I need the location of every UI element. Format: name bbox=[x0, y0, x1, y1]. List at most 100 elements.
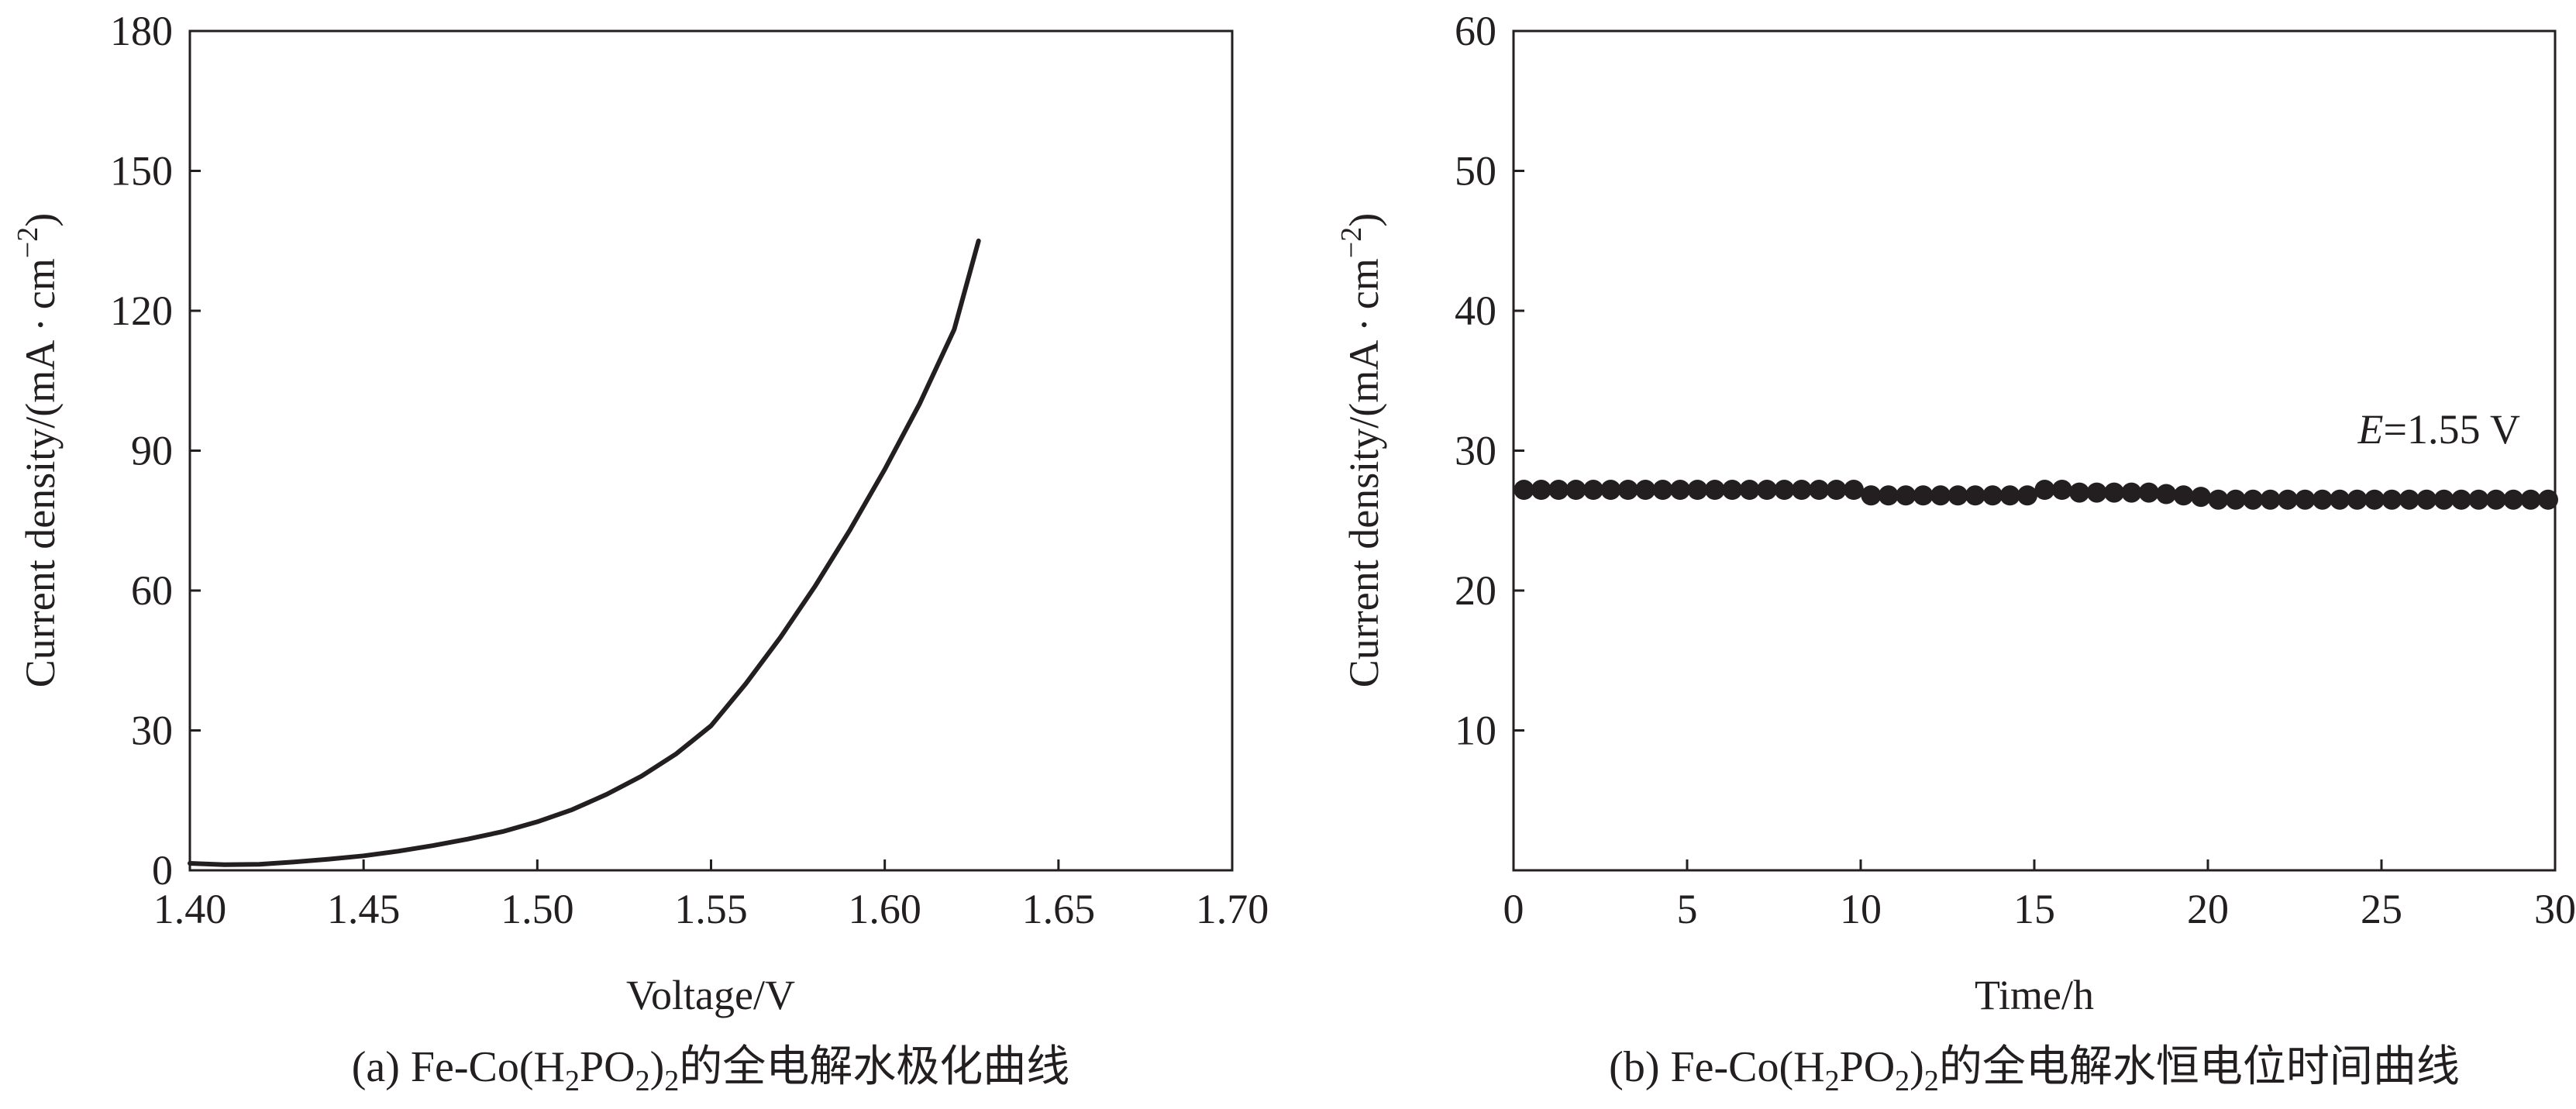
chart-a-caption-prefix: (a) Fe-Co(H bbox=[352, 1043, 565, 1091]
chart-b-data-point bbox=[1999, 485, 2020, 506]
chart-b-caption-sub1: 2 bbox=[1825, 1065, 1840, 1097]
chart-a-x-tick-label: 1.45 bbox=[327, 886, 401, 932]
chart-b-data-point bbox=[2312, 489, 2333, 510]
chart-a-series-line bbox=[188, 238, 981, 867]
chart-b: 10 20 30 40 50 60 0 5 10 15 20 25 30 E=1.55 V Time/… bbox=[1335, 8, 2576, 1097]
chart-b-data-point bbox=[2069, 482, 2090, 503]
chart-b-data-point bbox=[2156, 484, 2177, 505]
chart-a-y-tick-label: 150 bbox=[110, 148, 173, 195]
chart-b-data-point bbox=[2381, 489, 2402, 510]
chart-b-data-point bbox=[2104, 482, 2124, 503]
chart-b-data-point bbox=[2485, 489, 2506, 510]
chart-b-series bbox=[1514, 480, 2558, 510]
chart-b-data-point bbox=[1774, 480, 1795, 500]
chart-b-y-tick-label: 40 bbox=[1455, 288, 1496, 334]
chart-b-data-point bbox=[2208, 489, 2229, 510]
chart-b-data-point bbox=[2416, 489, 2437, 510]
chart-b-data-point bbox=[2121, 482, 2142, 503]
chart-b-data-point bbox=[2433, 489, 2454, 510]
chart-b-data-point bbox=[1791, 480, 1812, 500]
chart-a-y-tick-label: 60 bbox=[131, 567, 173, 614]
chart-a: 0 30 60 90 120 150 180 1.40 1.45 1.50 1.55 1.60 1.6… bbox=[12, 8, 1269, 1097]
chart-b-data-point bbox=[1826, 480, 1847, 500]
chart-a-caption-close: ) bbox=[650, 1043, 665, 1091]
chart-a-caption-sub1: 2 bbox=[565, 1065, 580, 1097]
chart-b-data-point bbox=[2364, 489, 2385, 510]
chart-b-data-point bbox=[1947, 485, 1968, 506]
chart-b-y-ticks: 10 20 30 40 50 60 bbox=[1455, 8, 1524, 754]
chart-b-data-point bbox=[2468, 489, 2489, 510]
chart-b-data-point bbox=[1652, 480, 1673, 500]
chart-b-x-tick-label: 0 bbox=[1503, 886, 1524, 932]
chart-b-data-point bbox=[1861, 485, 1882, 506]
chart-a-y-axis-title-sup: −2 bbox=[12, 227, 44, 258]
chart-b-data-point bbox=[1687, 480, 1708, 500]
chart-b-x-tick-label: 5 bbox=[1677, 886, 1698, 932]
chart-b-data-point bbox=[2503, 489, 2524, 510]
chart-b-data-point bbox=[1548, 480, 1569, 500]
chart-b-data-point bbox=[1844, 480, 1864, 500]
chart-b-data-point bbox=[2295, 489, 2316, 510]
chart-b-data-point bbox=[2330, 489, 2350, 510]
chart-a-series bbox=[188, 238, 981, 867]
chart-b-data-point bbox=[1757, 480, 1777, 500]
chart-a-y-axis-title-main: Current density/(mA · cm bbox=[17, 258, 64, 687]
chart-b-data-point bbox=[1809, 480, 1830, 500]
chart-b-data-point bbox=[2399, 489, 2419, 510]
chart-b-x-tick-label: 25 bbox=[2361, 886, 2402, 932]
chart-b-data-point bbox=[1635, 480, 1656, 500]
chart-a-caption-sub2: 2 bbox=[635, 1065, 650, 1097]
chart-a-x-tick-label: 1.65 bbox=[1022, 886, 1096, 932]
chart-a-x-tick-label: 1.40 bbox=[153, 886, 227, 932]
chart-b-data-point bbox=[2225, 489, 2246, 510]
chart-b-caption-prefix: (b) Fe-Co(H bbox=[1609, 1043, 1824, 1091]
chart-b-y-axis-title-end: ) bbox=[1341, 213, 1387, 227]
chart-b-x-tick-label: 15 bbox=[2013, 886, 2055, 932]
chart-b-data-point bbox=[1878, 485, 1899, 506]
chart-b-caption-close: ) bbox=[1910, 1043, 1924, 1091]
chart-b-data-point bbox=[1514, 480, 1534, 500]
chart-b-caption-sub2: 2 bbox=[1895, 1065, 1910, 1097]
chart-b-data-point bbox=[2086, 482, 2107, 503]
chart-b-data-point bbox=[2191, 487, 2211, 508]
chart-b-caption-mid: PO bbox=[1840, 1043, 1896, 1091]
chart-b-caption-sub3: 2 bbox=[1924, 1065, 1939, 1097]
chart-b-data-point bbox=[1670, 480, 1690, 500]
chart-b-data-point bbox=[1565, 480, 1586, 500]
chart-b-y-tick-label: 20 bbox=[1455, 567, 1496, 614]
chart-b-data-point bbox=[2173, 485, 2194, 506]
chart-a-y-tick-label: 90 bbox=[131, 428, 173, 474]
chart-a-y-axis-title: Current density/(mA · cm−2) bbox=[12, 213, 64, 687]
chart-b-data-point bbox=[2138, 482, 2159, 503]
chart-b-y-axis-title-main: Current density/(mA · cm bbox=[1341, 258, 1387, 687]
chart-b-data-point bbox=[2347, 489, 2368, 510]
chart-a-caption-suffix: 的全电解水极化曲线 bbox=[679, 1043, 1069, 1091]
chart-a-x-tick-label: 1.70 bbox=[1196, 886, 1269, 932]
chart-b-data-point bbox=[1600, 480, 1621, 500]
chart-b-data-point bbox=[2034, 480, 2055, 500]
chart-b-y-axis-title-sup: −2 bbox=[1335, 227, 1368, 258]
chart-a-x-tick-label: 1.50 bbox=[501, 886, 574, 932]
chart-a-y-tick-label: 30 bbox=[131, 708, 173, 754]
chart-b-data-point bbox=[1896, 485, 1917, 506]
chart-a-x-ticks: 1.40 1.45 1.50 1.55 1.60 1.65 1.70 bbox=[153, 859, 1269, 932]
chart-a-y-tick-label: 180 bbox=[110, 8, 173, 54]
chart-a-y-ticks: 0 30 60 90 120 150 180 bbox=[110, 8, 201, 894]
chart-b-data-point bbox=[1930, 485, 1951, 506]
chart-b-data-point bbox=[1531, 480, 1551, 500]
chart-b-data-point bbox=[1617, 480, 1638, 500]
chart-b-data-point bbox=[2051, 480, 2072, 500]
chart-b-data-point bbox=[2451, 489, 2471, 510]
chart-b-annotation-value: =1.55 V bbox=[2384, 406, 2520, 453]
chart-b-annotation: E=1.55 V bbox=[2357, 406, 2520, 453]
chart-b-x-tick-label: 10 bbox=[1840, 886, 1882, 932]
chart-b-data-point bbox=[1722, 480, 1743, 500]
chart-a-x-axis-title: Voltage/V bbox=[626, 972, 795, 1018]
chart-b-data-point bbox=[2017, 485, 2037, 506]
chart-b-data-point bbox=[1913, 485, 1934, 506]
chart-a-x-tick-label: 1.60 bbox=[848, 886, 921, 932]
chart-b-x-tick-label: 30 bbox=[2534, 886, 2576, 932]
chart-b-data-point bbox=[2260, 489, 2281, 510]
chart-b-x-tick-label: 20 bbox=[2187, 886, 2229, 932]
